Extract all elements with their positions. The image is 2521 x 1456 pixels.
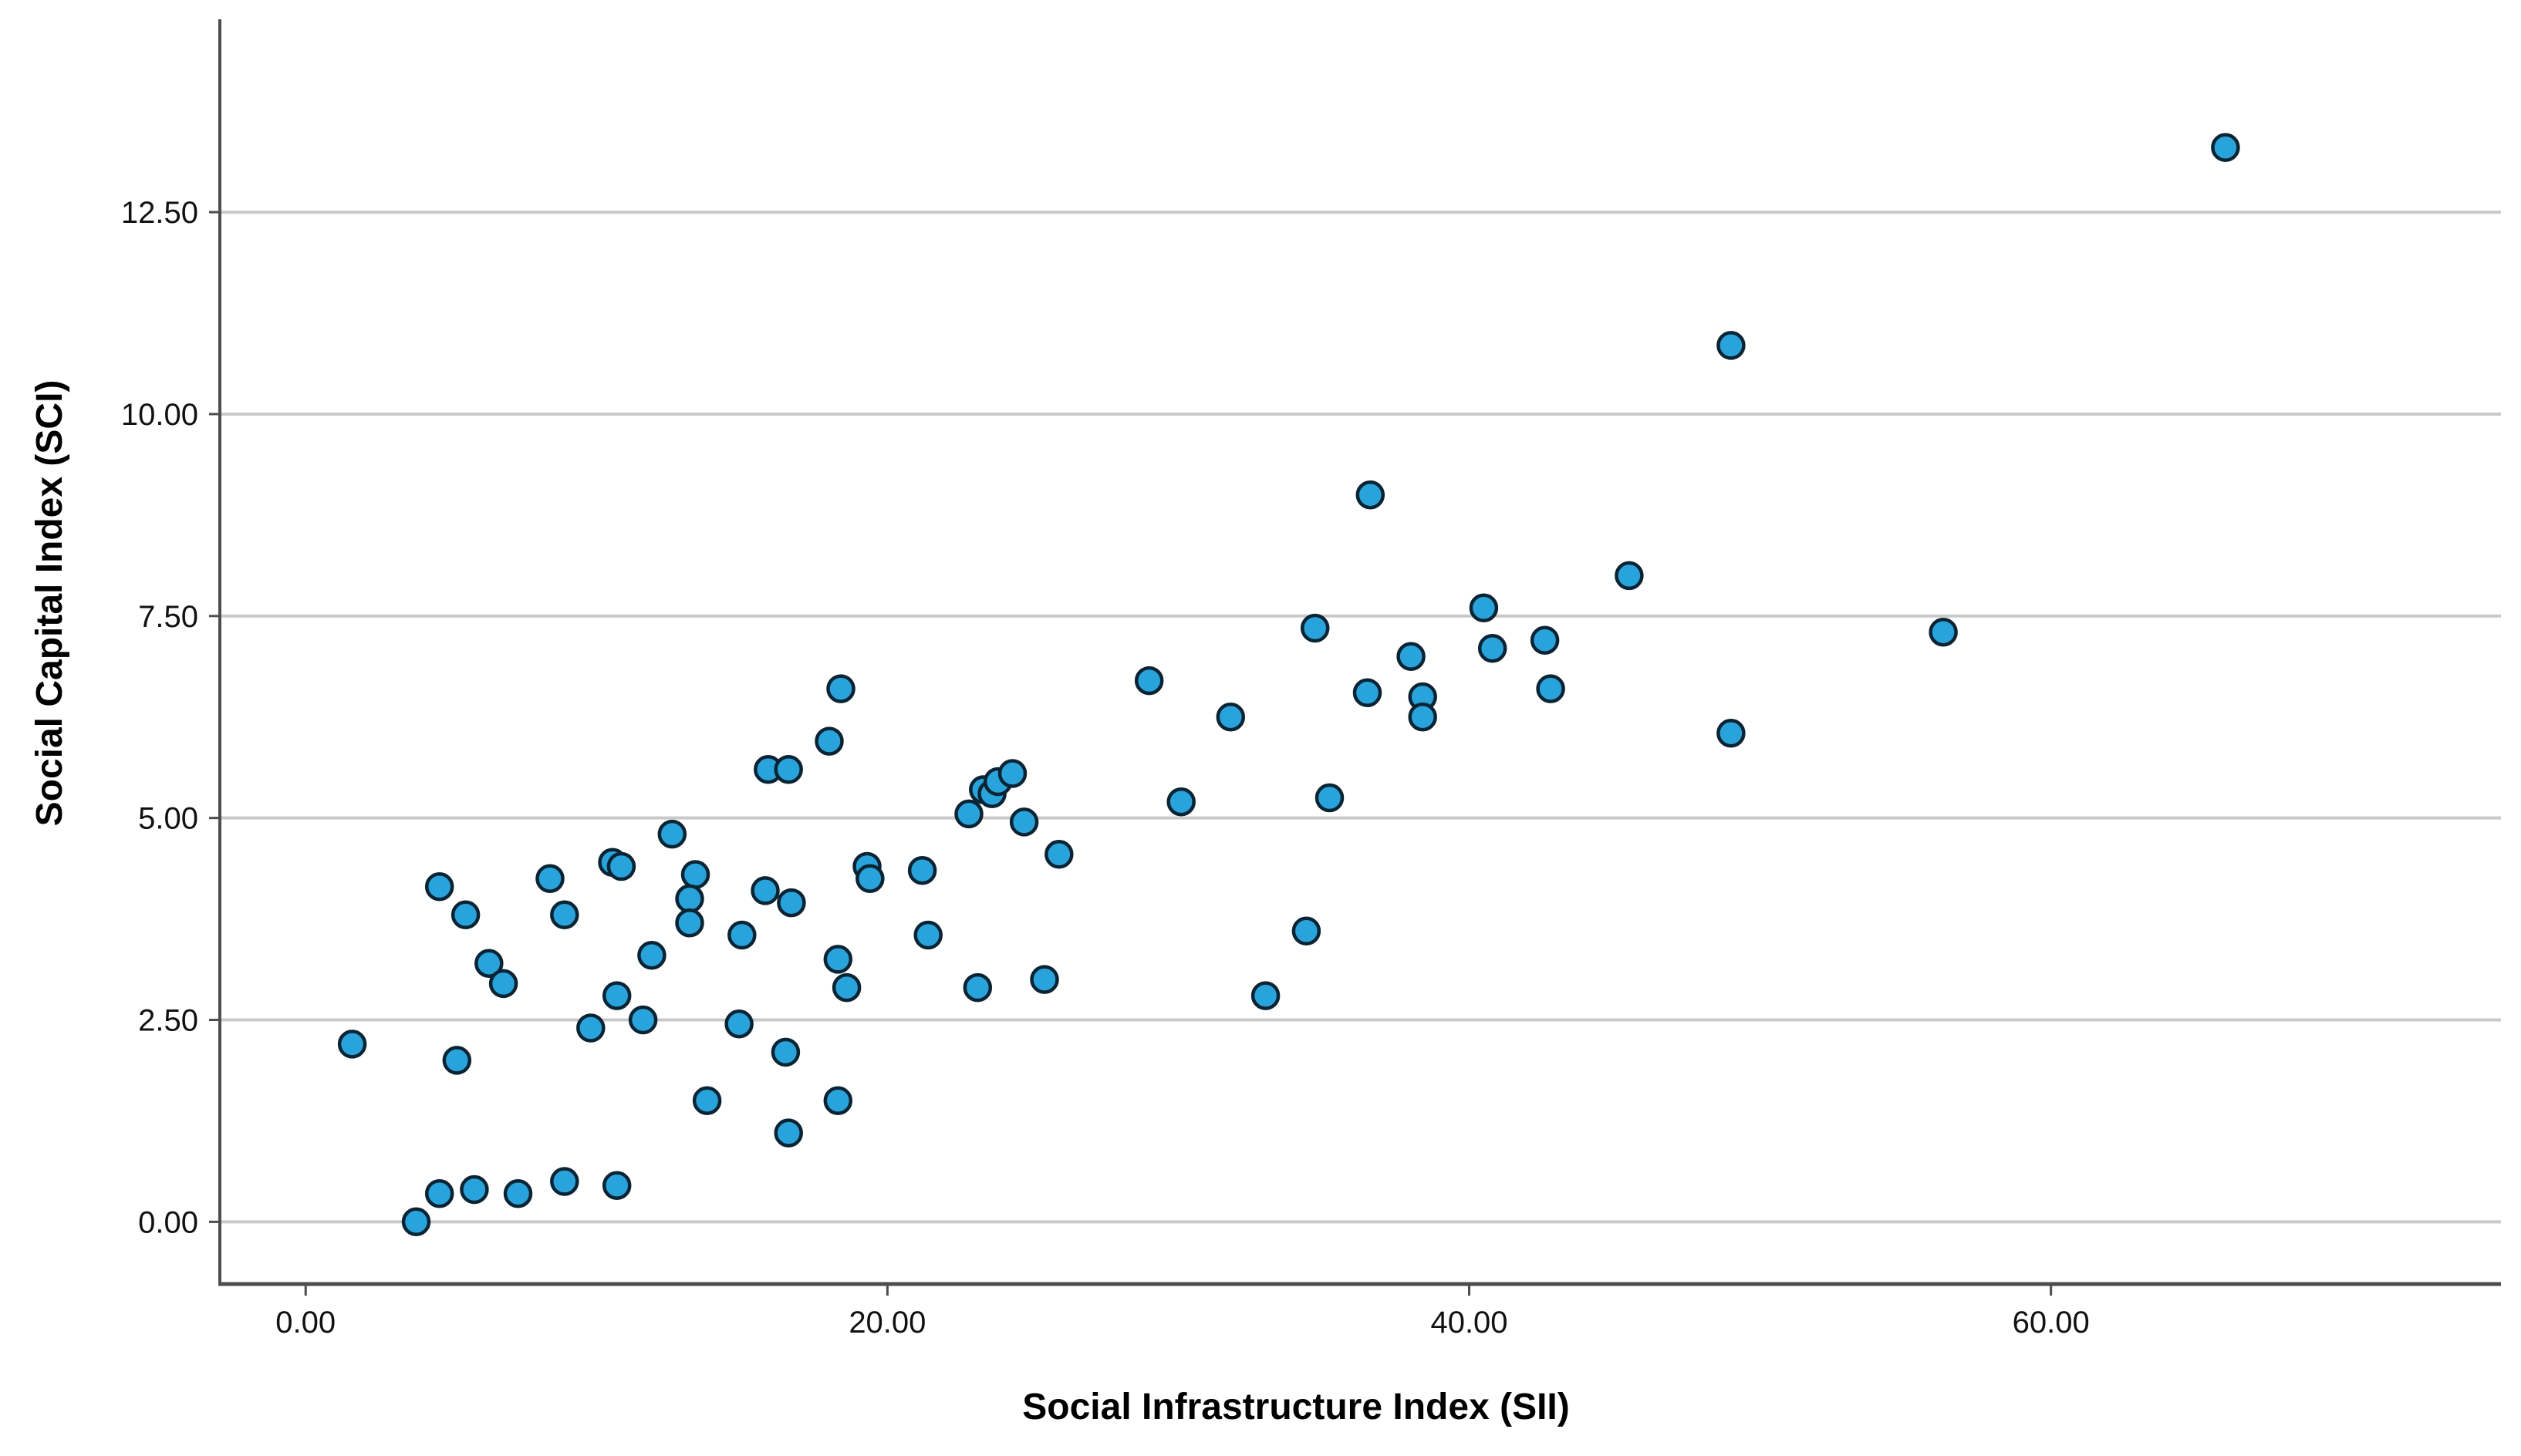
data-point <box>337 1030 367 1059</box>
y-tick-label: 5.00 <box>138 802 198 836</box>
data-point <box>692 1086 722 1115</box>
data-point <box>1250 981 1281 1010</box>
data-point <box>602 1171 632 1200</box>
x-tick-label: 60.00 <box>2013 1306 2090 1340</box>
y-axis-title: Social Capital Index (SCI) <box>29 380 70 827</box>
data-point <box>401 1207 431 1237</box>
data-point <box>1469 593 1499 623</box>
data-point <box>550 1167 579 1196</box>
data-point <box>657 819 687 849</box>
data-point <box>913 920 943 950</box>
data-points-layer <box>337 133 2240 1237</box>
data-point <box>823 945 853 974</box>
data-point <box>1355 480 1385 510</box>
data-point <box>727 920 757 950</box>
data-point <box>1716 718 1746 748</box>
y-tick-label: 7.50 <box>138 600 198 634</box>
data-point <box>1929 617 1958 647</box>
data-point <box>503 1178 533 1208</box>
axes-layer <box>209 19 2501 1296</box>
x-axis-title: Social Infrastructure Index (SII) <box>1022 1387 1570 1427</box>
data-point <box>442 1046 472 1075</box>
data-point <box>680 860 710 889</box>
data-point <box>1030 965 1059 994</box>
data-point <box>1408 702 1437 732</box>
data-point <box>771 1037 801 1067</box>
x-tick-label: 20.00 <box>849 1306 926 1340</box>
data-point <box>488 969 518 999</box>
data-point <box>997 759 1028 788</box>
data-point <box>1530 625 1560 655</box>
data-point <box>460 1175 489 1205</box>
data-point <box>451 900 481 930</box>
data-point <box>1045 840 1074 869</box>
data-point <box>637 940 667 970</box>
data-point <box>1300 613 1330 643</box>
data-point <box>535 864 565 893</box>
data-point <box>1396 642 1426 671</box>
tick-labels-layer: 0.00 2.50 5.00 7.50 10.00 12.50 0.00 20.00 40.00… <box>121 196 2090 1340</box>
data-point <box>602 981 632 1010</box>
data-point <box>856 864 885 893</box>
data-point <box>628 1005 658 1035</box>
data-point <box>606 851 636 881</box>
data-point <box>1615 561 1644 591</box>
data-point <box>424 871 454 902</box>
x-tick-label: 0.00 <box>275 1306 336 1340</box>
data-point <box>832 972 862 1003</box>
data-point <box>1477 633 1507 663</box>
data-point <box>777 888 806 918</box>
x-tick-label: 40.00 <box>1430 1306 1507 1340</box>
data-point <box>963 972 993 1003</box>
data-point <box>1291 916 1321 946</box>
data-point <box>724 1009 754 1039</box>
gridlines-layer <box>220 211 2501 1224</box>
data-point <box>1314 783 1345 813</box>
y-tick-label: 2.50 <box>138 1003 198 1037</box>
data-point <box>424 1178 454 1208</box>
data-point <box>1009 807 1039 837</box>
data-point <box>1536 674 1565 703</box>
data-point <box>823 1086 853 1115</box>
data-point <box>907 855 937 885</box>
data-point <box>1716 331 1746 360</box>
data-point <box>576 1013 606 1043</box>
y-tick-label: 0.00 <box>138 1205 198 1239</box>
data-point <box>474 949 504 978</box>
y-tick-label: 10.00 <box>121 398 198 432</box>
data-point <box>774 1118 803 1148</box>
data-point <box>751 876 780 905</box>
data-point <box>815 726 844 756</box>
data-point <box>826 674 856 703</box>
data-point <box>550 900 579 930</box>
data-point <box>954 799 984 829</box>
data-point <box>1166 787 1196 817</box>
data-point <box>1216 702 1246 732</box>
data-point <box>2211 133 2240 163</box>
data-point <box>1352 678 1382 708</box>
data-point <box>774 755 803 784</box>
data-point <box>675 884 704 914</box>
data-point <box>1134 666 1164 696</box>
data-point <box>675 908 704 938</box>
y-tick-label: 12.50 <box>121 196 198 230</box>
